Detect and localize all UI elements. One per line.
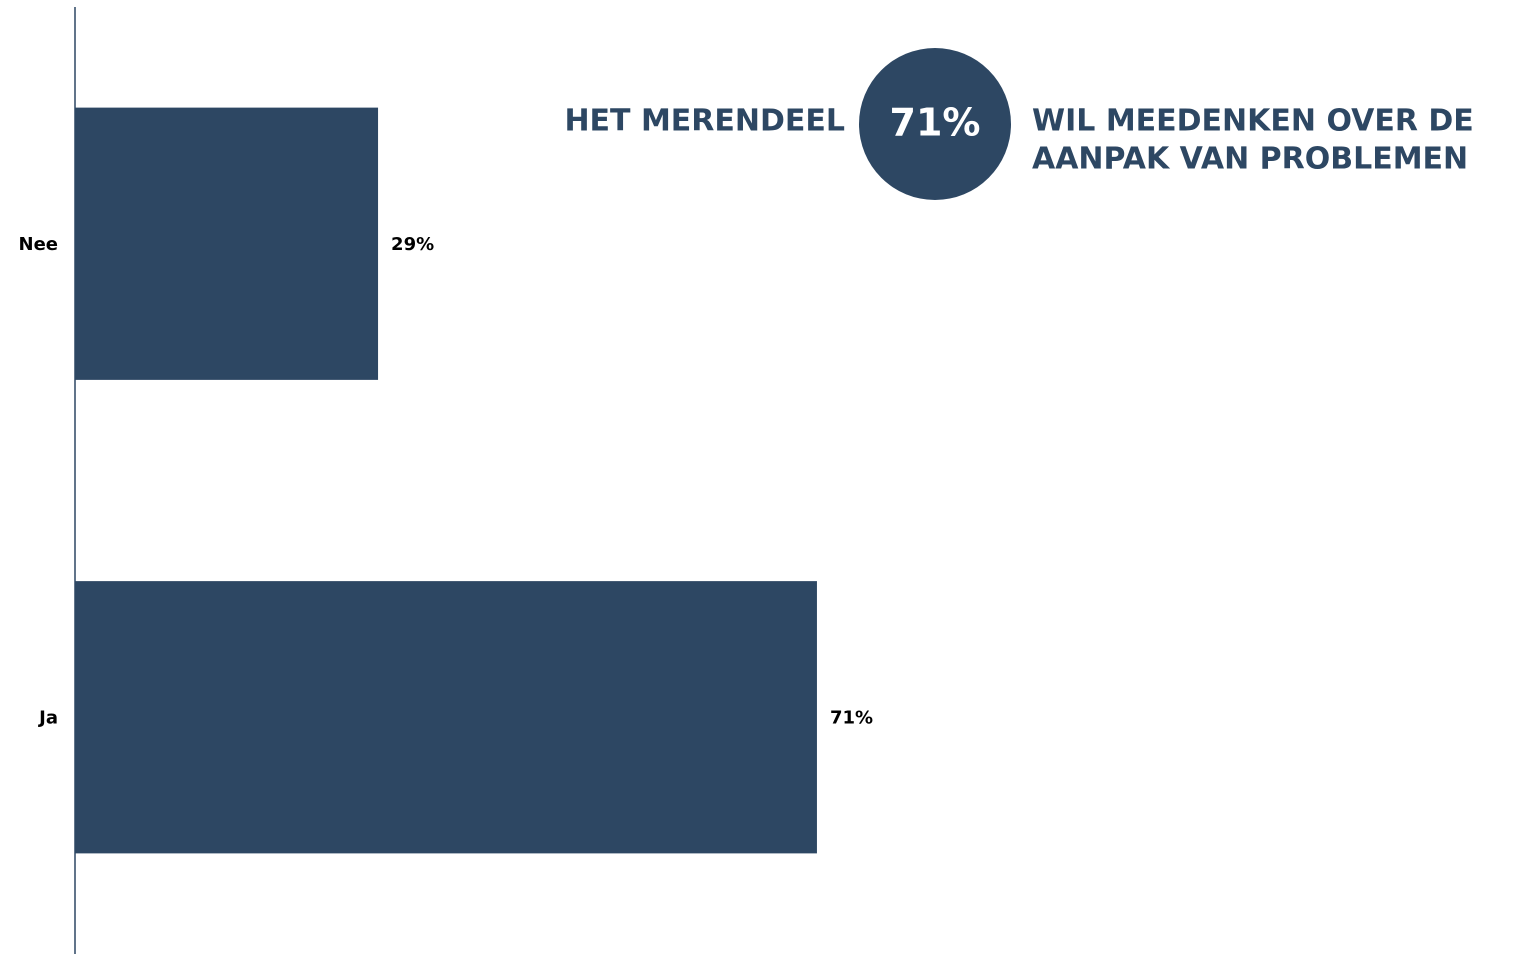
annotation-highlight: 71% — [890, 101, 981, 145]
value-label: 71% — [830, 707, 873, 728]
annotation-right: AANPAK VAN PROBLEMEN — [1032, 142, 1468, 177]
highlight-circle — [859, 48, 1011, 200]
bar — [75, 107, 379, 380]
category-label: Ja — [37, 707, 58, 728]
annotation-left: HET MERENDEEL — [564, 104, 845, 139]
annotation-right: WIL MEEDENKEN OVER DE — [1032, 104, 1474, 139]
category-label: Nee — [19, 234, 58, 255]
bar — [75, 581, 817, 854]
value-label: 29% — [391, 234, 434, 255]
